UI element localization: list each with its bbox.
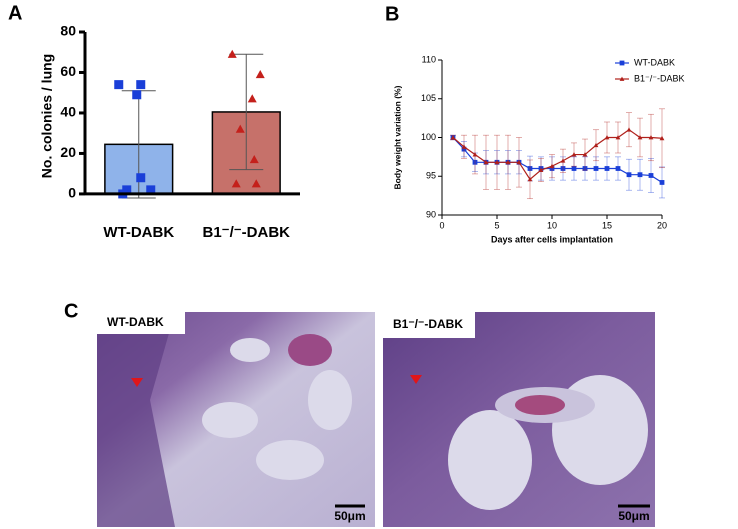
marker (235, 124, 245, 133)
x-tick-label: 20 (657, 220, 667, 230)
marker (626, 127, 632, 132)
marker (136, 173, 146, 183)
marker (560, 158, 566, 163)
marker (604, 166, 610, 171)
y-tick-label: 80 (60, 23, 76, 39)
scale-bar-label: 50μm (334, 509, 365, 523)
marker (637, 172, 643, 178)
x-tick-label: WT-DABK (103, 224, 174, 241)
legend-label: B1⁻/⁻-DABK (634, 73, 685, 83)
marker (648, 173, 654, 178)
marker (231, 179, 241, 188)
image-label: B1⁻/⁻-DABK (393, 317, 463, 331)
marker (549, 163, 555, 169)
y-tick-label: 60 (60, 63, 76, 79)
marker (626, 172, 632, 178)
marker (227, 49, 237, 58)
marker (114, 80, 124, 90)
marker (483, 159, 489, 165)
marker (571, 166, 577, 171)
y-axis-label: No. colonies / lung (39, 54, 55, 178)
y-tick-label: 95 (426, 171, 436, 181)
marker (593, 166, 599, 171)
y-axis-label: Body weight variation (%) (392, 85, 402, 189)
marker (249, 155, 259, 164)
micrograph (383, 312, 655, 527)
legend-label: WT-DABK (634, 57, 675, 67)
marker (516, 159, 522, 165)
x-tick-label: 10 (547, 220, 557, 230)
marker (582, 152, 588, 157)
marker (136, 80, 146, 90)
panel-label: C (64, 300, 78, 322)
marker (472, 152, 478, 157)
x-tick-label: 0 (439, 220, 444, 230)
marker (450, 135, 456, 140)
marker (637, 135, 643, 140)
panel-label: A (8, 2, 22, 24)
y-tick-label: 90 (426, 209, 436, 219)
marker (247, 94, 257, 103)
marker (615, 166, 621, 171)
marker (146, 185, 156, 195)
marker (461, 144, 467, 149)
y-tick-label: 105 (421, 93, 436, 103)
marker (494, 159, 500, 165)
panel-label: B (385, 3, 399, 25)
marker (648, 135, 654, 140)
marker (538, 167, 544, 172)
x-tick-label: 15 (602, 220, 612, 230)
marker (615, 135, 621, 140)
marker (604, 135, 610, 140)
x-tick-label: B1⁻/⁻-DABK (202, 224, 290, 241)
y-tick-label: 100 (421, 132, 436, 142)
y-tick-label: 110 (422, 54, 436, 64)
x-axis-label: Days after cells implantation (491, 234, 613, 244)
marker (571, 152, 577, 157)
scale-bar-label: 50μm (618, 509, 649, 523)
marker (132, 90, 142, 100)
marker (593, 142, 599, 148)
marker (527, 176, 533, 182)
image-label: WT-DABK (107, 315, 164, 329)
y-tick-label: 20 (60, 144, 76, 160)
marker (659, 135, 665, 141)
marker (255, 70, 265, 79)
marker (619, 60, 625, 66)
series-line (452, 129, 663, 181)
x-tick-label: 5 (494, 220, 499, 230)
micrograph (97, 312, 375, 527)
y-tick-label: 0 (68, 185, 76, 201)
marker (659, 180, 665, 185)
y-tick-label: 40 (60, 104, 76, 120)
marker (251, 179, 261, 188)
marker (505, 159, 511, 165)
marker (619, 76, 625, 81)
